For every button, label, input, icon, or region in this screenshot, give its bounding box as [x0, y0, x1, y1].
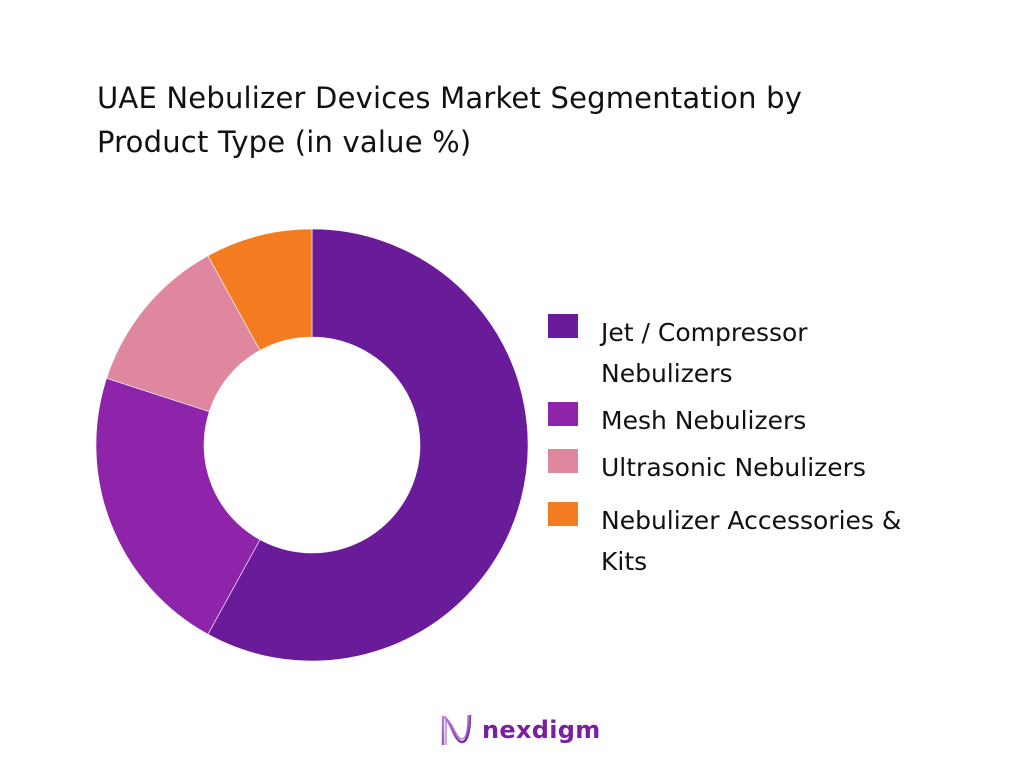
legend-item-jet-compressor: Jet / Compressor Nebulizers: [548, 312, 988, 394]
legend-item-mesh: Mesh Nebulizers: [548, 400, 988, 441]
donut-slice: [207, 228, 529, 662]
legend-swatch: [548, 314, 578, 338]
legend-item-accessories-kits: Nebulizer Accessories & Kits: [548, 500, 988, 582]
legend-label: Jet / Compressor: [601, 318, 808, 347]
nexdigm-logo: nexdigm: [440, 710, 601, 750]
legend-swatch: [548, 449, 578, 473]
wave-logo-icon: [441, 714, 472, 745]
legend-item-ultrasonic: Ultrasonic Nebulizers: [548, 447, 988, 488]
legend-label-cont: Kits: [601, 547, 648, 576]
logo-text: nexdigm: [482, 716, 601, 744]
legend-label: Ultrasonic Nebulizers: [601, 453, 866, 482]
legend-label: Mesh Nebulizers: [601, 406, 807, 435]
chart-title-line-2: Product Type (in value %): [97, 125, 472, 159]
legend-swatch: [548, 402, 578, 426]
legend-label: Nebulizer Accessories &: [601, 506, 902, 535]
legend-swatch: [548, 502, 578, 526]
chart-title-line-1: UAE Nebulizer Devices Market Segmentatio…: [97, 81, 803, 115]
donut-slice: [207, 228, 313, 351]
donut-slice: [95, 377, 261, 635]
legend: Jet / Compressor Nebulizers Mesh Nebuliz…: [548, 312, 988, 582]
legend-label-cont: Nebulizers: [601, 359, 733, 388]
chart-title: UAE Nebulizer Devices Market Segmentatio…: [97, 76, 917, 164]
